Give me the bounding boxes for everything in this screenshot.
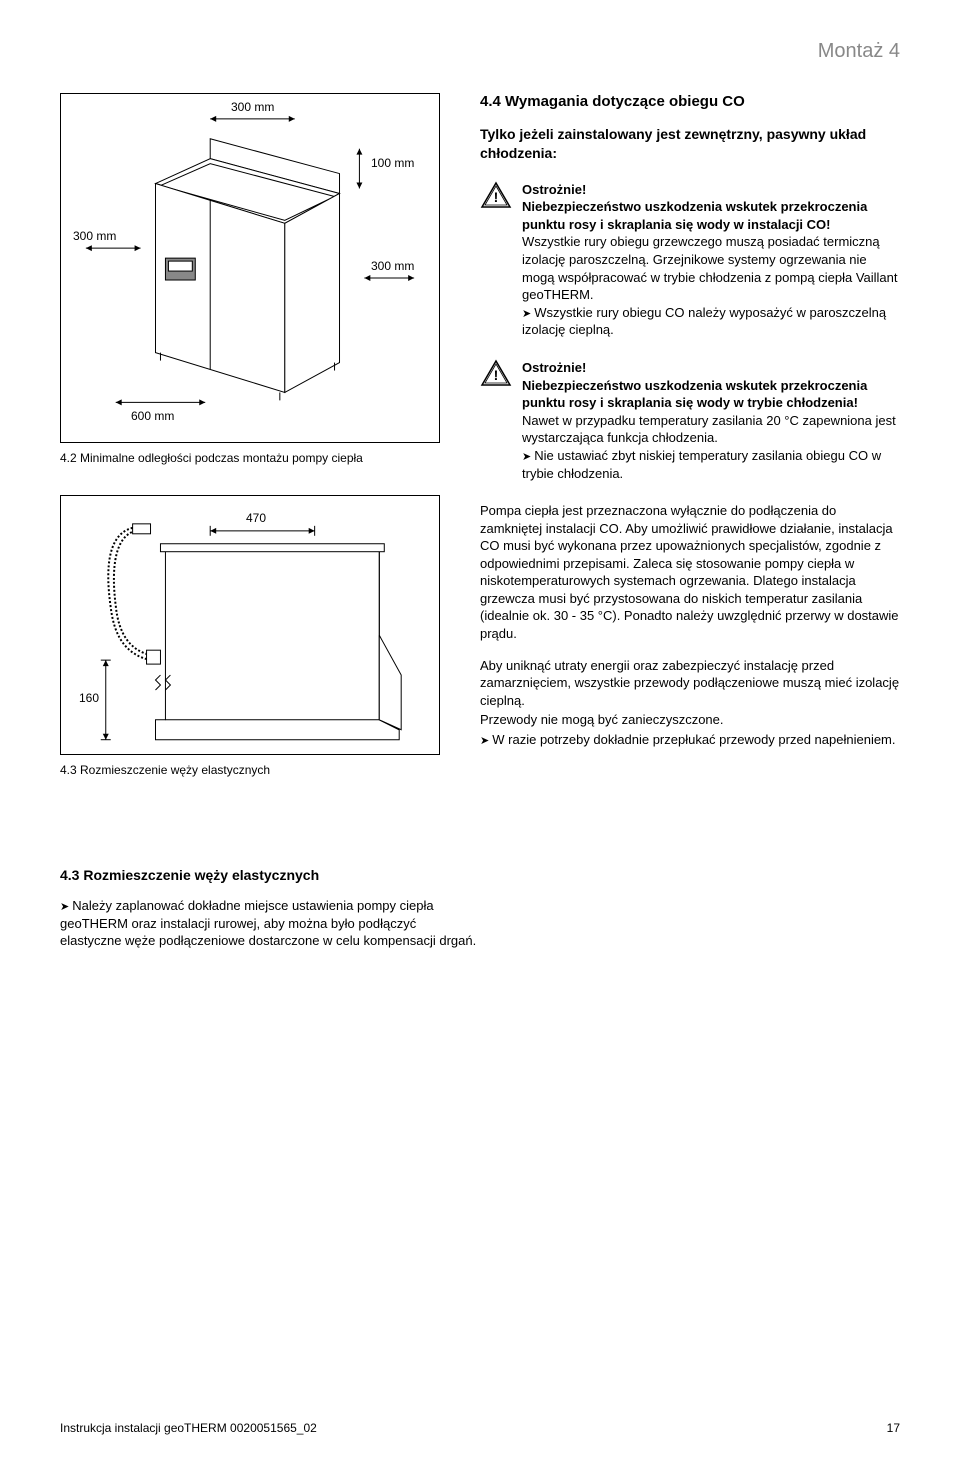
footer-doc: Instrukcja instalacji geoTHERM 002005156… — [60, 1421, 317, 1435]
bottom-section: 4.3 Rozmieszczenie węży elastycznych Nal… — [60, 867, 900, 950]
warning-2: ! Ostrożnie! Niebezpieczeństwo uszkodzen… — [480, 359, 900, 482]
dim2-left: 160 — [79, 691, 99, 705]
footer-page: 17 — [887, 1421, 900, 1435]
dim2-top: 470 — [246, 511, 266, 525]
figure-2-caption: 4.3 Rozmieszczenie węży elastycznych — [60, 763, 450, 777]
bottom-bullet: Należy zaplanować dokładne miejsce ustaw… — [60, 897, 480, 950]
main-columns: 300 mm 100 mm 300 mm 300 mm 600 mm 4.2 M… — [60, 93, 900, 807]
dim-bottom: 600 mm — [131, 409, 174, 423]
para-3-line: Przewody nie mogą być zanieczyszczone. — [480, 711, 900, 729]
right-column: 4.4 Wymagania dotyczące obiegu CO Tylko … — [480, 93, 900, 807]
figure-1: 300 mm 100 mm 300 mm 300 mm 600 mm — [60, 93, 440, 443]
warning-2-text: Ostrożnie! Niebezpieczeństwo uszkodzenia… — [522, 359, 900, 482]
w2-body: Nawet w przypadku temperatury zasilania … — [522, 412, 900, 447]
dim-left: 300 mm — [73, 229, 116, 243]
warning-1: ! Ostrożnie! Niebezpieczeństwo uszkodzen… — [480, 181, 900, 339]
bottom-title: 4.3 Rozmieszczenie węży elastycznych — [60, 867, 900, 883]
w1-body: Wszystkie rury obiegu grzewczego muszą p… — [522, 233, 900, 303]
svg-text:!: ! — [494, 367, 499, 383]
w2-bullet: Nie ustawiać zbyt niskiej temperatury za… — [522, 447, 900, 482]
para-1: Pompa ciepła jest przeznaczona wyłącznie… — [480, 502, 900, 642]
dim-top: 300 mm — [231, 100, 274, 114]
dim-right-top: 100 mm — [371, 156, 414, 170]
svg-text:!: ! — [494, 189, 499, 205]
para-2: Aby uniknąć utraty energii oraz zabezpie… — [480, 657, 900, 710]
section-title: 4.4 Wymagania dotyczące obiegu CO — [480, 93, 900, 110]
page-footer: Instrukcja instalacji geoTHERM 002005156… — [60, 1421, 900, 1435]
figure-1-caption: 4.2 Minimalne odległości podczas montażu… — [60, 451, 450, 465]
w2-heading: Ostrożnie! — [522, 359, 900, 377]
left-column: 300 mm 100 mm 300 mm 300 mm 600 mm 4.2 M… — [60, 93, 450, 807]
w1-bullet: Wszystkie rury obiegu CO należy wyposaży… — [522, 304, 900, 339]
heat-pump-side-icon — [61, 496, 439, 755]
figure-2: 470 160 — [60, 495, 440, 755]
w1-heading: Ostrożnie! — [522, 181, 900, 199]
attention-icon: ! — [480, 359, 512, 387]
warning-1-text: Ostrożnie! Niebezpieczeństwo uszkodzenia… — [522, 181, 900, 339]
w1-bold: Niebezpieczeństwo uszkodzenia wskutek pr… — [522, 198, 900, 233]
page-header: Montaż 4 — [60, 40, 900, 63]
para-3-bullet: W razie potrzeby dokładnie przepłukać pr… — [480, 731, 900, 749]
w2-bold: Niebezpieczeństwo uszkodzenia wskutek pr… — [522, 377, 900, 412]
attention-icon: ! — [480, 181, 512, 209]
intro-text: Tylko jeżeli zainstalowany jest zewnętrz… — [480, 125, 900, 163]
dim-right-mid: 300 mm — [371, 259, 414, 273]
